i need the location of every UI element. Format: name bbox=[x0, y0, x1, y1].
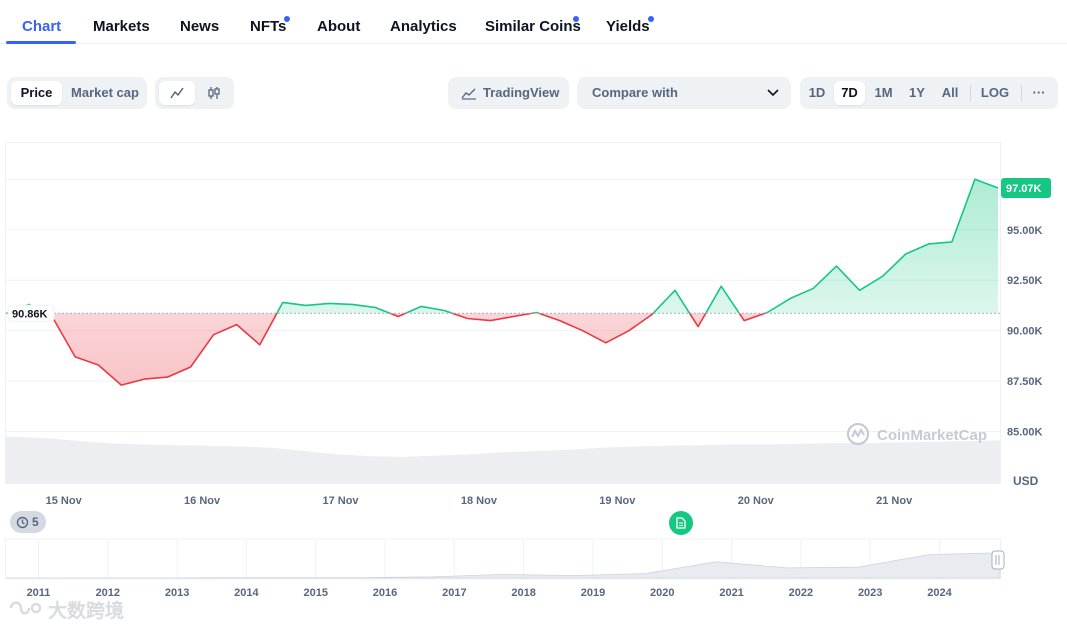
history-area bbox=[6, 552, 1001, 579]
candlestick-icon bbox=[208, 87, 220, 99]
baseline-label: 90.86K bbox=[12, 308, 48, 320]
tab-about[interactable]: About bbox=[317, 18, 361, 35]
volume-area bbox=[6, 436, 1000, 484]
tab-yields[interactable]: Yields bbox=[606, 0, 654, 44]
x-tick-label: 20 Nov bbox=[738, 495, 775, 507]
current-price-badge: 97.07K bbox=[1001, 177, 1051, 198]
line-chart-button[interactable] bbox=[159, 81, 195, 105]
active-tab-indicator bbox=[6, 41, 76, 44]
price-line-above bbox=[5, 178, 999, 314]
history-year-label: 2014 bbox=[234, 587, 259, 599]
history-year-label: 2019 bbox=[581, 587, 605, 599]
metric-toggle: Price Market cap bbox=[7, 77, 147, 109]
history-year-label: 2024 bbox=[927, 587, 952, 599]
candlestick-button[interactable] bbox=[197, 81, 231, 105]
x-tick-label: 19 Nov bbox=[599, 495, 636, 507]
tradingview-label: TradingView bbox=[483, 85, 560, 100]
new-dot bbox=[573, 16, 579, 22]
currency-label: USD bbox=[1013, 474, 1039, 488]
new-dot bbox=[284, 16, 290, 22]
watermark-label: CoinMarketCap bbox=[877, 427, 988, 444]
chart-style-toggle bbox=[155, 77, 234, 109]
x-tick-label: 18 Nov bbox=[461, 495, 498, 507]
current-price-label: 97.07K bbox=[1006, 183, 1042, 195]
y-axis-labels: 85.00K 87.50K 90.00K 92.50K 95.00K bbox=[1007, 225, 1043, 439]
trend-icon bbox=[461, 88, 476, 100]
x-axis-labels: 15 Nov 16 Nov 17 Nov 18 Nov 19 Nov 20 Nov 21 N… bbox=[46, 495, 913, 507]
tradingview-button[interactable]: TradingView bbox=[448, 77, 569, 109]
history-year-label: 2013 bbox=[165, 587, 189, 599]
history-year-label: 2018 bbox=[511, 587, 535, 599]
compare-with-label: Compare with bbox=[592, 85, 678, 100]
history-year-label: 2011 bbox=[27, 587, 51, 599]
tab-markets[interactable]: Markets bbox=[93, 18, 150, 35]
history-year-label: 2016 bbox=[373, 587, 397, 599]
divider bbox=[970, 85, 971, 101]
document-icon bbox=[676, 517, 686, 529]
range-1m-button[interactable]: 1M bbox=[874, 85, 893, 100]
compare-with-select[interactable]: Compare with bbox=[577, 77, 791, 109]
x-tick-label: 15 Nov bbox=[46, 495, 83, 507]
x-tick-label: 17 Nov bbox=[322, 495, 359, 507]
history-year-label: 2021 bbox=[719, 587, 743, 599]
area-above-baseline bbox=[6, 179, 998, 314]
history-events-count: 5 bbox=[32, 515, 39, 529]
tab-chart[interactable]: Chart bbox=[22, 18, 62, 35]
history-icon bbox=[16, 516, 29, 529]
history-year-label: 2022 bbox=[789, 587, 813, 599]
history-year-label: 2012 bbox=[96, 587, 120, 599]
brand-logo-icon bbox=[9, 601, 42, 615]
divider bbox=[1021, 85, 1022, 101]
log-scale-button[interactable]: LOG bbox=[980, 85, 1010, 100]
y-tick-label: 85.00K bbox=[1007, 427, 1043, 439]
y-tick-label: 92.50K bbox=[1007, 275, 1043, 287]
x-tick-label: 16 Nov bbox=[184, 495, 221, 507]
history-year-label: 2023 bbox=[858, 587, 882, 599]
line-chart-icon bbox=[170, 87, 184, 99]
brand-label: 大数跨境 bbox=[48, 601, 125, 622]
top-nav: Chart Markets News NFTs About Analytics … bbox=[0, 0, 1067, 44]
history-year-label: 2020 bbox=[650, 587, 674, 599]
price-chart[interactable]: 90.86K 97.07K 85.00K 87.50K 90.00K 92.50K 95… bbox=[0, 130, 1067, 600]
range-all-button[interactable]: All bbox=[941, 85, 959, 100]
tab-nfts[interactable]: NFTs bbox=[250, 0, 290, 44]
y-tick-label: 95.00K bbox=[1007, 225, 1043, 237]
volume-shape bbox=[6, 436, 1000, 484]
range-1y-button[interactable]: 1Y bbox=[909, 85, 925, 100]
history-events-badge[interactable]: 5 bbox=[10, 511, 46, 533]
history-year-label: 2017 bbox=[442, 587, 466, 599]
tab-analytics[interactable]: Analytics bbox=[390, 18, 457, 35]
market-cap-button[interactable]: Market cap bbox=[71, 85, 139, 100]
tab-similar-coins[interactable]: Similar Coins bbox=[485, 16, 581, 35]
y-tick-label: 87.50K bbox=[1007, 376, 1043, 388]
baseline-badge: 90.86K bbox=[7, 304, 55, 322]
price-areas bbox=[6, 179, 998, 386]
x-tick-label: 21 Nov bbox=[876, 495, 913, 507]
more-options-button[interactable]: ··· bbox=[1032, 85, 1046, 100]
range-7d-button[interactable]: 7D bbox=[834, 81, 865, 105]
area-below-baseline bbox=[6, 313, 998, 386]
time-range-toggle: 1D 7D 1M 1Y All LOG ··· bbox=[800, 77, 1058, 109]
range-1d-button[interactable]: 1D bbox=[808, 85, 826, 100]
history-year-labels: 2011 2012 2013 2014 2015 2016 2017 2018 2019 2020… bbox=[27, 587, 953, 599]
chevron-down-icon bbox=[767, 89, 779, 97]
coinmarketcap-logo-icon bbox=[846, 422, 870, 446]
history-year-label: 2015 bbox=[303, 587, 327, 599]
tab-news[interactable]: News bbox=[180, 18, 220, 35]
price-lines bbox=[5, 178, 999, 386]
price-line-below bbox=[5, 313, 768, 386]
history-range-handle[interactable] bbox=[991, 550, 1005, 570]
news-event-pin[interactable] bbox=[669, 511, 693, 535]
price-button[interactable]: Price bbox=[11, 81, 62, 105]
new-dot bbox=[648, 16, 654, 22]
y-tick-label: 90.00K bbox=[1007, 326, 1043, 338]
